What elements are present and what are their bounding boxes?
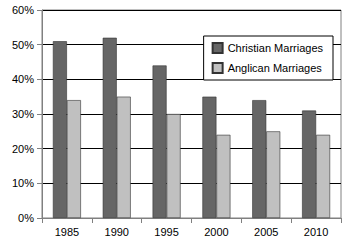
svg-text:2010: 2010 xyxy=(304,226,328,238)
svg-text:2005: 2005 xyxy=(254,226,278,238)
svg-text:2000: 2000 xyxy=(204,226,228,238)
svg-text:1995: 1995 xyxy=(154,226,178,238)
svg-text:10%: 10% xyxy=(12,177,34,189)
svg-text:40%: 40% xyxy=(12,73,34,85)
svg-text:Christian Marriages: Christian Marriages xyxy=(228,42,324,54)
svg-text:30%: 30% xyxy=(12,108,34,120)
svg-text:60%: 60% xyxy=(12,4,34,16)
svg-text:50%: 50% xyxy=(12,39,34,51)
svg-text:20%: 20% xyxy=(12,143,34,155)
svg-text:1985: 1985 xyxy=(55,226,79,238)
svg-text:Anglican Marriages: Anglican Marriages xyxy=(228,62,323,74)
svg-text:0%: 0% xyxy=(18,212,34,224)
svg-text:1990: 1990 xyxy=(105,226,129,238)
